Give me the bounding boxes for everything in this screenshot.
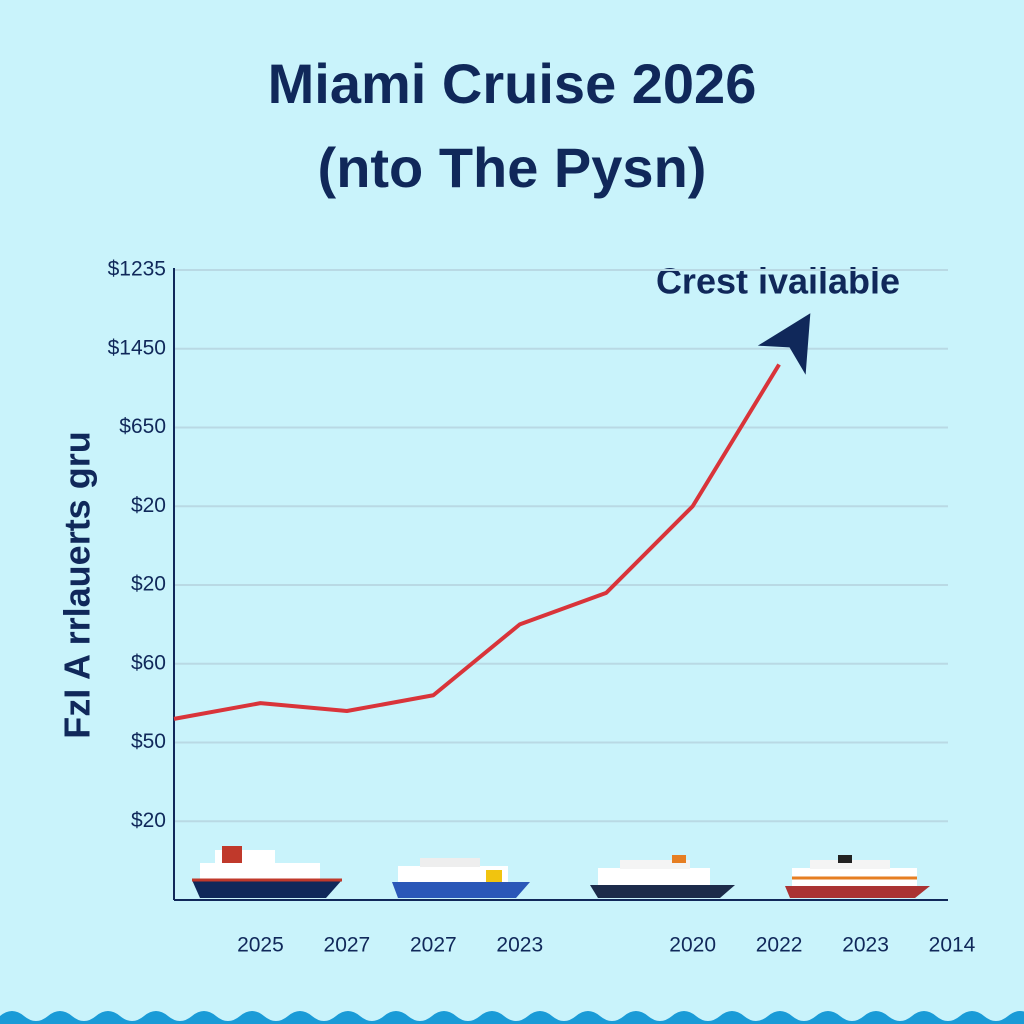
annotation: Crest ivailable (656, 261, 900, 302)
arrow-head (757, 313, 811, 375)
y-tick-label: $20 (131, 494, 166, 517)
x-tick-label: 2020 (669, 934, 716, 957)
chart-subtitle: (nto The Pysn) (318, 136, 707, 199)
x-tick-label: 2027 (324, 934, 371, 957)
y-tick-label: $60 (131, 651, 166, 674)
y-tick-label: $1450 (108, 336, 166, 359)
y-axis-label: FzI A rrlauerts gru (57, 431, 98, 738)
ship (590, 855, 735, 898)
chart-title: Miami Cruise 2026 (268, 52, 757, 115)
x-tick-label: 2014 (929, 934, 976, 957)
y-tick-label: $1235 (108, 258, 166, 281)
ship (392, 858, 530, 898)
x-tick-label: 2027 (410, 934, 457, 957)
x-tick-label: 2025 (237, 934, 284, 957)
y-tick-label: $20 (131, 809, 166, 832)
ship (785, 855, 930, 898)
x-tick-label: 2022 (756, 934, 803, 957)
line-series (173, 363, 781, 721)
y-tick-label: $50 (131, 730, 166, 753)
ships (192, 846, 930, 898)
x-tick-label: 2023 (842, 934, 889, 957)
y-tick-label: $650 (119, 415, 166, 438)
wave-border (0, 1011, 1024, 1024)
x-tick-label: 2023 (496, 934, 543, 957)
ship (192, 846, 342, 898)
y-tick-label: $20 (131, 573, 166, 596)
